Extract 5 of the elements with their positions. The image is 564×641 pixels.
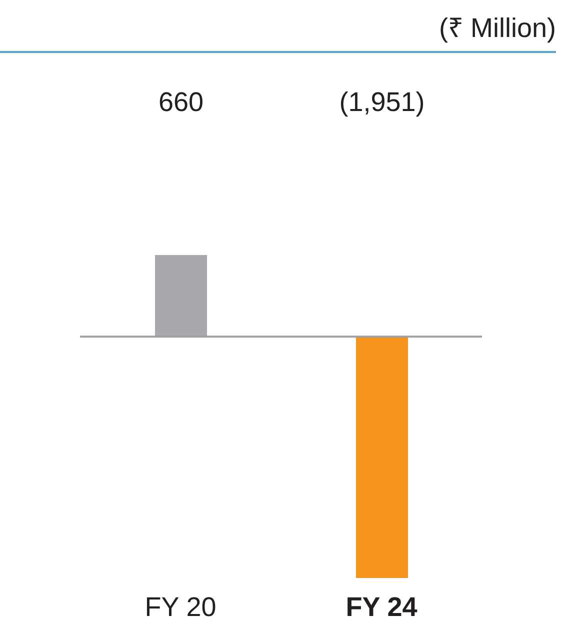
- x-tick-label: FY 20: [144, 592, 216, 622]
- text: (₹ Million): [0, 8, 556, 53]
- data-label: 660: [158, 87, 204, 117]
- x-tick-label: FY 24: [346, 592, 418, 622]
- data-label: (1,951): [339, 87, 425, 117]
